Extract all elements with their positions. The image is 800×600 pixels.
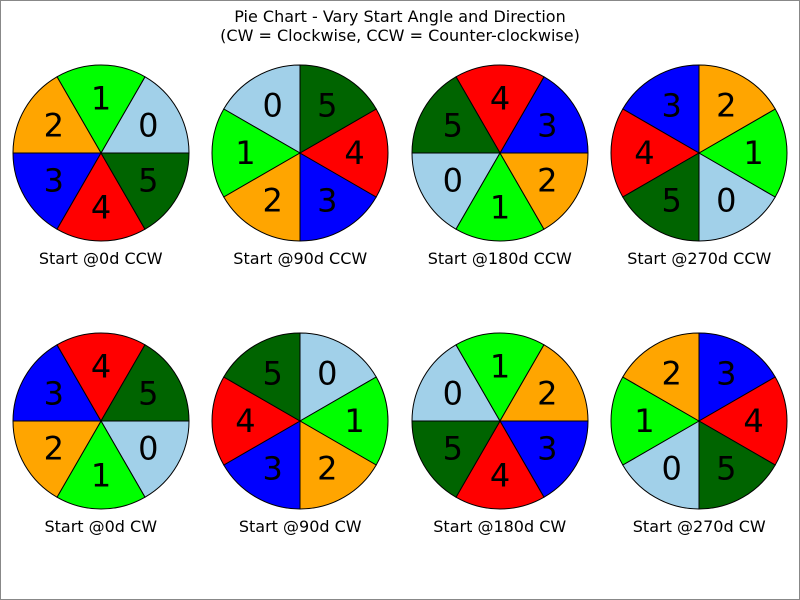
slice-label-4: 4 — [490, 457, 510, 495]
slice-label-5: 5 — [662, 181, 682, 219]
slice-label-5: 5 — [138, 375, 158, 413]
slice-label-3: 3 — [263, 449, 283, 487]
slice-label-5: 5 — [138, 161, 158, 199]
pie-cell-6: 012 345 Start @180d CW — [400, 321, 600, 589]
slice-label-3: 3 — [537, 429, 557, 467]
pie-0: 012 345 — [11, 63, 191, 243]
slice-label-3: 3 — [716, 355, 736, 393]
chart-canvas: Pie Chart - Vary Start Angle and Directi… — [0, 0, 800, 600]
slice-label-4: 4 — [744, 402, 764, 440]
pie-caption-1: Start @90d CCW — [233, 249, 367, 268]
slice-label-4: 4 — [345, 134, 365, 172]
slice-label-1: 1 — [744, 134, 764, 172]
pie-caption-7: Start @270d CW — [633, 517, 766, 536]
slice-label-1: 1 — [236, 134, 256, 172]
slice-label-1: 1 — [490, 347, 510, 385]
slice-label-5: 5 — [442, 429, 462, 467]
pie-caption-3: Start @270d CCW — [627, 249, 771, 268]
pie-6: 012 345 — [410, 331, 590, 511]
pie-4: 012 345 — [11, 331, 191, 511]
slice-label-1: 1 — [490, 189, 510, 227]
slice-label-2: 2 — [537, 375, 557, 413]
pie-caption-5: Start @90d CW — [239, 517, 362, 536]
slice-label-5: 5 — [442, 107, 462, 145]
slice-label-1: 1 — [91, 457, 111, 495]
pie-cell-2: 012 345 Start @180d CCW — [400, 53, 600, 321]
pie-grid: 012345Start @0d CCW012345Start @90d CCW0… — [1, 53, 799, 589]
slice-label-5: 5 — [263, 355, 283, 393]
pie-cell-0: 012 345 Start @0d CCW — [1, 53, 201, 321]
slice-label-2: 2 — [43, 107, 63, 145]
slice-label-4: 4 — [236, 402, 256, 440]
pie-cell-3: 012345 Start @270d CCW — [600, 53, 800, 321]
slice-label-0: 0 — [317, 355, 337, 393]
slice-label-3: 3 — [317, 181, 337, 219]
pie-cell-7: 012345 Start @270d CW — [600, 321, 800, 589]
slice-label-1: 1 — [345, 402, 365, 440]
slice-label-4: 4 — [91, 189, 111, 227]
pie-caption-0: Start @0d CCW — [39, 249, 163, 268]
slice-label-4: 4 — [91, 347, 111, 385]
pie-5: 012345 — [210, 331, 390, 511]
pie-cell-4: 012 345 Start @0d CW — [1, 321, 201, 589]
slice-label-0: 0 — [442, 161, 462, 199]
pie-3: 012345 — [609, 63, 789, 243]
slice-label-1: 1 — [635, 402, 655, 440]
slice-label-0: 0 — [263, 87, 283, 125]
slice-label-0: 0 — [716, 181, 736, 219]
slice-label-0: 0 — [138, 429, 158, 467]
slice-label-3: 3 — [537, 107, 557, 145]
slice-label-2: 2 — [263, 181, 283, 219]
slice-label-3: 3 — [43, 375, 63, 413]
pie-1: 012345 — [210, 63, 390, 243]
slice-label-2: 2 — [43, 429, 63, 467]
pie-cell-1: 012345 Start @90d CCW — [201, 53, 401, 321]
slice-label-2: 2 — [317, 449, 337, 487]
slice-label-2: 2 — [537, 161, 557, 199]
slice-label-0: 0 — [442, 375, 462, 413]
slice-label-4: 4 — [635, 134, 655, 172]
pie-caption-4: Start @0d CW — [44, 517, 157, 536]
pie-caption-2: Start @180d CCW — [428, 249, 572, 268]
pie-2: 012 345 — [410, 63, 590, 243]
slice-label-0: 0 — [662, 449, 682, 487]
slice-label-0: 0 — [138, 107, 158, 145]
title-block: Pie Chart - Vary Start Angle and Directi… — [1, 1, 799, 45]
slice-label-3: 3 — [662, 87, 682, 125]
slice-label-2: 2 — [716, 87, 736, 125]
pie-caption-6: Start @180d CW — [433, 517, 566, 536]
title-line-1: Pie Chart - Vary Start Angle and Directi… — [1, 7, 799, 26]
slice-label-5: 5 — [716, 449, 736, 487]
pie-7: 012345 — [609, 331, 789, 511]
pie-cell-5: 012345 Start @90d CW — [201, 321, 401, 589]
title-line-2: (CW = Clockwise, CCW = Counter-clockwise… — [1, 26, 799, 45]
slice-label-5: 5 — [317, 87, 337, 125]
slice-label-3: 3 — [43, 161, 63, 199]
slice-label-4: 4 — [490, 79, 510, 117]
slice-label-2: 2 — [662, 355, 682, 393]
slice-label-1: 1 — [91, 79, 111, 117]
